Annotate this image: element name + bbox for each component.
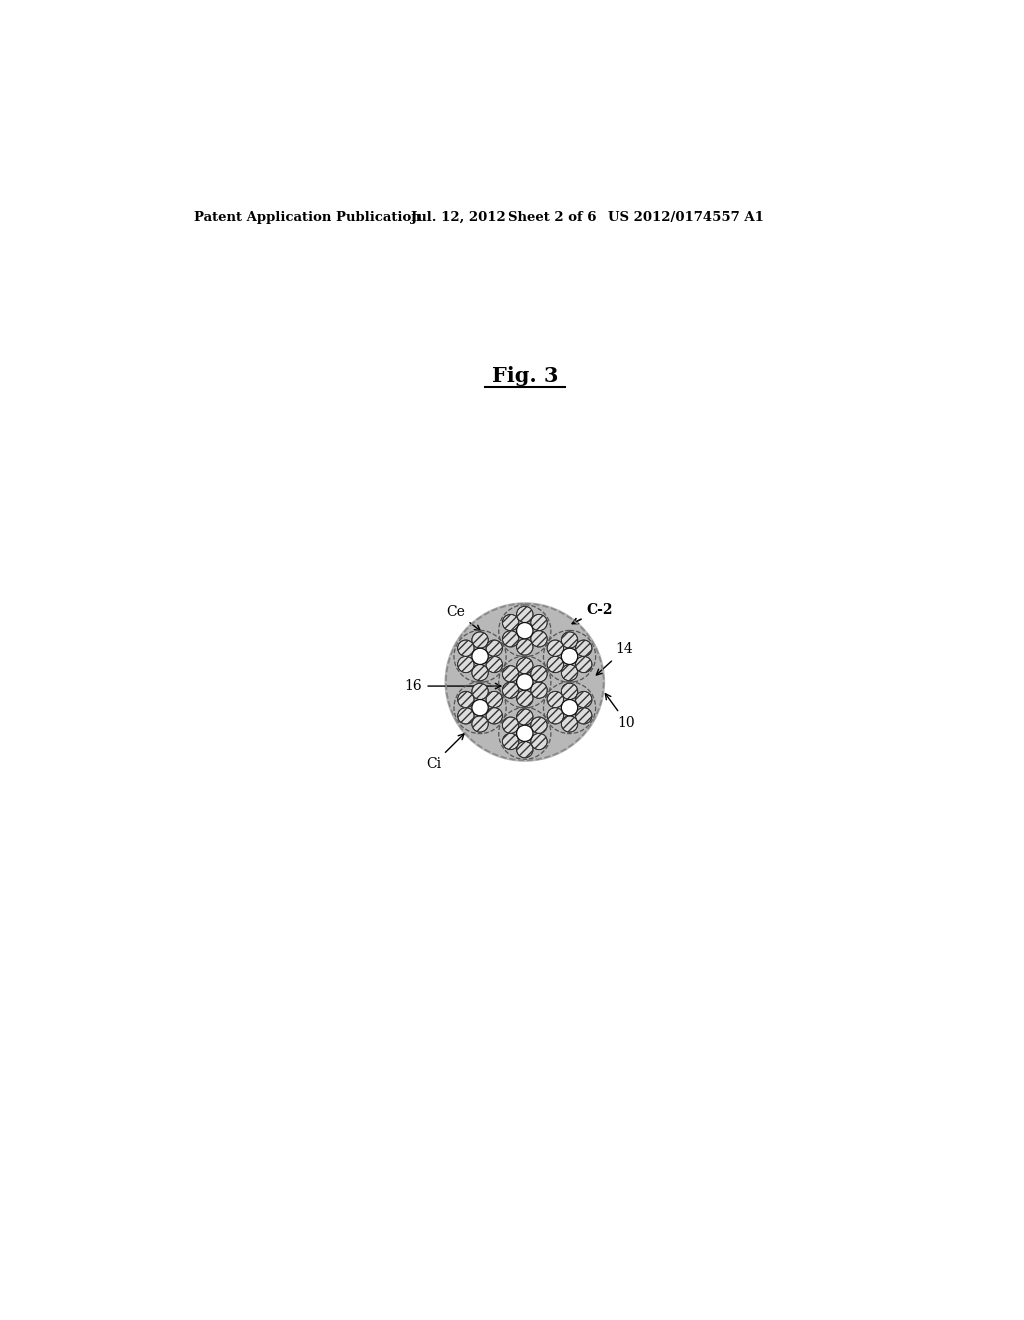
Circle shape bbox=[516, 623, 534, 639]
Text: 14: 14 bbox=[596, 643, 633, 675]
Circle shape bbox=[455, 682, 506, 734]
Circle shape bbox=[516, 725, 534, 742]
Circle shape bbox=[458, 708, 474, 723]
Circle shape bbox=[530, 665, 547, 682]
Circle shape bbox=[561, 632, 578, 648]
Circle shape bbox=[530, 734, 547, 750]
Circle shape bbox=[458, 640, 474, 656]
Circle shape bbox=[444, 602, 605, 762]
Circle shape bbox=[472, 632, 488, 648]
Text: Ce: Ce bbox=[446, 605, 480, 631]
Circle shape bbox=[503, 734, 519, 750]
Text: 10: 10 bbox=[605, 693, 635, 730]
Circle shape bbox=[472, 700, 488, 715]
Circle shape bbox=[516, 673, 534, 690]
Circle shape bbox=[547, 656, 563, 673]
Circle shape bbox=[486, 692, 503, 708]
Circle shape bbox=[455, 631, 506, 682]
Circle shape bbox=[516, 639, 534, 655]
Text: C-2: C-2 bbox=[572, 603, 613, 623]
Circle shape bbox=[547, 692, 563, 708]
Circle shape bbox=[575, 656, 592, 673]
Circle shape bbox=[472, 648, 488, 664]
Circle shape bbox=[503, 631, 519, 647]
Circle shape bbox=[544, 631, 595, 682]
Circle shape bbox=[486, 640, 503, 656]
Circle shape bbox=[575, 640, 592, 656]
Circle shape bbox=[561, 648, 578, 664]
Text: Patent Application Publication: Patent Application Publication bbox=[194, 211, 421, 224]
Circle shape bbox=[499, 656, 551, 708]
Circle shape bbox=[516, 709, 534, 725]
Circle shape bbox=[503, 614, 519, 631]
Circle shape bbox=[499, 605, 551, 656]
Circle shape bbox=[530, 682, 547, 698]
Circle shape bbox=[516, 742, 534, 758]
Text: Fig. 3: Fig. 3 bbox=[492, 366, 558, 385]
Circle shape bbox=[561, 684, 578, 700]
Circle shape bbox=[516, 606, 534, 623]
Circle shape bbox=[458, 692, 474, 708]
Circle shape bbox=[547, 708, 563, 723]
Circle shape bbox=[458, 656, 474, 673]
Circle shape bbox=[575, 692, 592, 708]
Circle shape bbox=[530, 717, 547, 734]
Text: Ci: Ci bbox=[426, 734, 464, 771]
Circle shape bbox=[530, 614, 547, 631]
Circle shape bbox=[486, 708, 503, 723]
Circle shape bbox=[516, 657, 534, 673]
Circle shape bbox=[472, 715, 488, 733]
Circle shape bbox=[530, 631, 547, 647]
Circle shape bbox=[561, 700, 578, 715]
Circle shape bbox=[516, 690, 534, 706]
Circle shape bbox=[503, 717, 519, 734]
Text: US 2012/0174557 A1: US 2012/0174557 A1 bbox=[608, 211, 764, 224]
Circle shape bbox=[544, 682, 595, 734]
Circle shape bbox=[472, 684, 488, 700]
Text: 16: 16 bbox=[404, 678, 501, 693]
Circle shape bbox=[503, 682, 519, 698]
Text: Jul. 12, 2012: Jul. 12, 2012 bbox=[411, 211, 506, 224]
Circle shape bbox=[503, 665, 519, 682]
Circle shape bbox=[561, 715, 578, 733]
Circle shape bbox=[547, 640, 563, 656]
Text: Sheet 2 of 6: Sheet 2 of 6 bbox=[508, 211, 596, 224]
Circle shape bbox=[472, 664, 488, 681]
Circle shape bbox=[575, 708, 592, 723]
Circle shape bbox=[486, 656, 503, 673]
Circle shape bbox=[561, 664, 578, 681]
Circle shape bbox=[499, 708, 551, 759]
